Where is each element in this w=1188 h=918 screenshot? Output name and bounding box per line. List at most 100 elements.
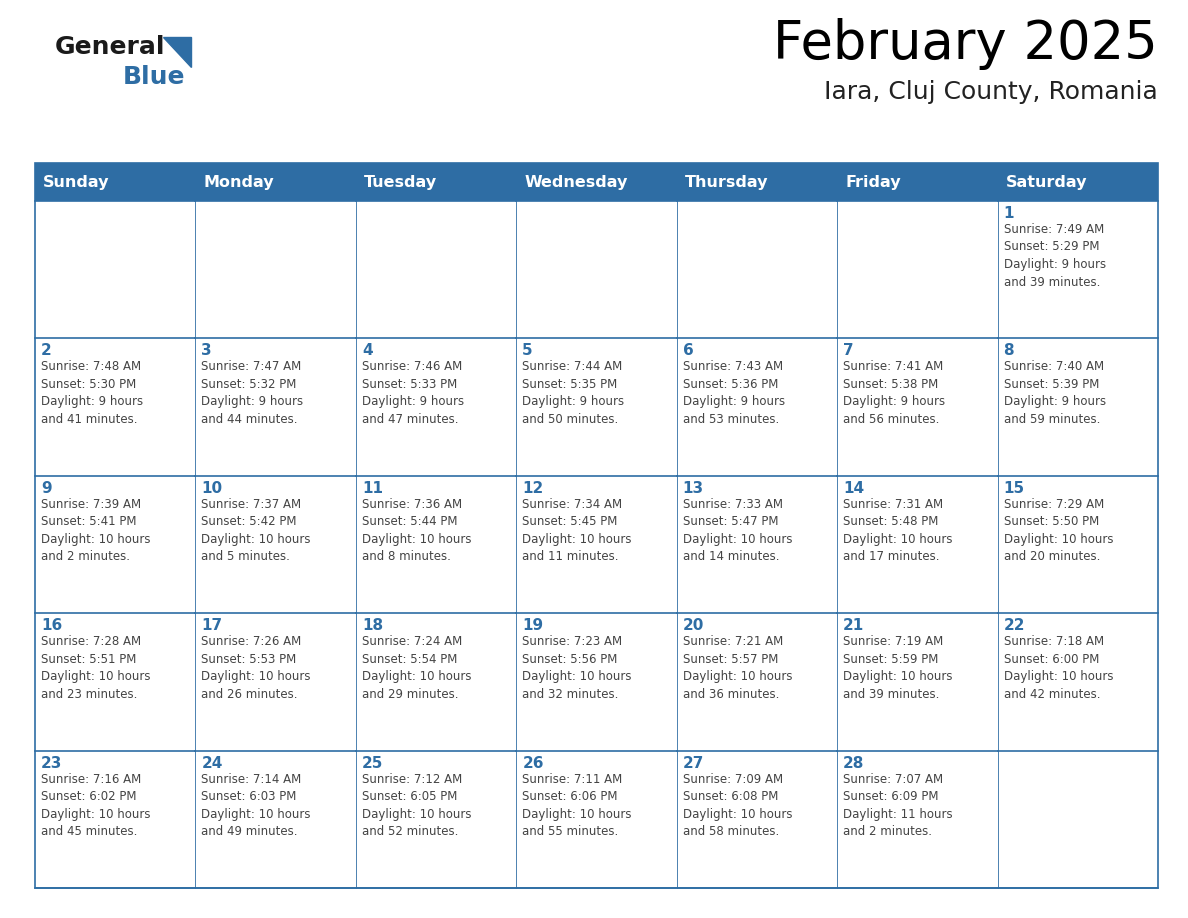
Text: 27: 27: [683, 756, 704, 770]
Text: Sunrise: 7:23 AM
Sunset: 5:56 PM
Daylight: 10 hours
and 32 minutes.: Sunrise: 7:23 AM Sunset: 5:56 PM Dayligh…: [523, 635, 632, 700]
Bar: [998, 201, 1158, 339]
Text: Sunrise: 7:24 AM
Sunset: 5:54 PM
Daylight: 10 hours
and 29 minutes.: Sunrise: 7:24 AM Sunset: 5:54 PM Dayligh…: [362, 635, 472, 700]
Bar: [517, 201, 677, 339]
Text: Sunrise: 7:16 AM
Sunset: 6:02 PM
Daylight: 10 hours
and 45 minutes.: Sunrise: 7:16 AM Sunset: 6:02 PM Dayligh…: [42, 773, 151, 838]
Text: 24: 24: [202, 756, 223, 770]
Bar: [517, 613, 677, 751]
Text: 14: 14: [843, 481, 864, 496]
Text: 20: 20: [683, 618, 704, 633]
Text: Sunrise: 7:46 AM
Sunset: 5:33 PM
Daylight: 9 hours
and 47 minutes.: Sunrise: 7:46 AM Sunset: 5:33 PM Dayligh…: [362, 361, 465, 426]
Text: Sunrise: 7:41 AM
Sunset: 5:38 PM
Daylight: 9 hours
and 56 minutes.: Sunrise: 7:41 AM Sunset: 5:38 PM Dayligh…: [843, 361, 946, 426]
Text: Sunrise: 7:33 AM
Sunset: 5:47 PM
Daylight: 10 hours
and 14 minutes.: Sunrise: 7:33 AM Sunset: 5:47 PM Dayligh…: [683, 498, 792, 564]
Bar: [838, 201, 998, 339]
Bar: [356, 163, 517, 201]
Text: Wednesday: Wednesday: [524, 174, 627, 189]
Text: 2: 2: [42, 343, 52, 358]
Text: Sunrise: 7:07 AM
Sunset: 6:09 PM
Daylight: 11 hours
and 2 minutes.: Sunrise: 7:07 AM Sunset: 6:09 PM Dayligh…: [843, 773, 953, 838]
Text: 12: 12: [523, 481, 544, 496]
Text: Sunrise: 7:40 AM
Sunset: 5:39 PM
Daylight: 9 hours
and 59 minutes.: Sunrise: 7:40 AM Sunset: 5:39 PM Dayligh…: [1004, 361, 1106, 426]
Bar: [838, 613, 998, 751]
Bar: [356, 339, 517, 476]
Text: Sunrise: 7:43 AM
Sunset: 5:36 PM
Daylight: 9 hours
and 53 minutes.: Sunrise: 7:43 AM Sunset: 5:36 PM Dayligh…: [683, 361, 785, 426]
Bar: [356, 613, 517, 751]
Text: Sunrise: 7:18 AM
Sunset: 6:00 PM
Daylight: 10 hours
and 42 minutes.: Sunrise: 7:18 AM Sunset: 6:00 PM Dayligh…: [1004, 635, 1113, 700]
Text: Blue: Blue: [124, 65, 185, 89]
Text: Sunrise: 7:37 AM
Sunset: 5:42 PM
Daylight: 10 hours
and 5 minutes.: Sunrise: 7:37 AM Sunset: 5:42 PM Dayligh…: [202, 498, 311, 564]
Text: Sunrise: 7:19 AM
Sunset: 5:59 PM
Daylight: 10 hours
and 39 minutes.: Sunrise: 7:19 AM Sunset: 5:59 PM Dayligh…: [843, 635, 953, 700]
Bar: [838, 163, 998, 201]
Text: Sunrise: 7:39 AM
Sunset: 5:41 PM
Daylight: 10 hours
and 2 minutes.: Sunrise: 7:39 AM Sunset: 5:41 PM Dayligh…: [42, 498, 151, 564]
Text: Iara, Cluj County, Romania: Iara, Cluj County, Romania: [824, 80, 1158, 104]
Bar: [998, 751, 1158, 888]
Bar: [517, 751, 677, 888]
Text: 1: 1: [1004, 206, 1015, 221]
Text: Sunrise: 7:28 AM
Sunset: 5:51 PM
Daylight: 10 hours
and 23 minutes.: Sunrise: 7:28 AM Sunset: 5:51 PM Dayligh…: [42, 635, 151, 700]
Bar: [34, 163, 1158, 888]
Bar: [517, 339, 677, 476]
Bar: [196, 751, 356, 888]
Text: 22: 22: [1004, 618, 1025, 633]
Text: 4: 4: [362, 343, 373, 358]
Text: 8: 8: [1004, 343, 1015, 358]
Bar: [998, 339, 1158, 476]
Polygon shape: [163, 37, 191, 67]
Bar: [677, 613, 838, 751]
Text: 21: 21: [843, 618, 865, 633]
Bar: [998, 163, 1158, 201]
Bar: [356, 476, 517, 613]
Bar: [677, 163, 838, 201]
Text: Monday: Monday: [203, 174, 274, 189]
Bar: [196, 339, 356, 476]
Bar: [34, 201, 196, 339]
Text: 7: 7: [843, 343, 854, 358]
Text: Sunrise: 7:44 AM
Sunset: 5:35 PM
Daylight: 9 hours
and 50 minutes.: Sunrise: 7:44 AM Sunset: 5:35 PM Dayligh…: [523, 361, 625, 426]
Text: Thursday: Thursday: [684, 174, 769, 189]
Text: Sunrise: 7:14 AM
Sunset: 6:03 PM
Daylight: 10 hours
and 49 minutes.: Sunrise: 7:14 AM Sunset: 6:03 PM Dayligh…: [202, 773, 311, 838]
Text: Friday: Friday: [845, 174, 901, 189]
Bar: [34, 613, 196, 751]
Text: 18: 18: [362, 618, 383, 633]
Text: 23: 23: [42, 756, 63, 770]
Bar: [34, 163, 196, 201]
Text: Sunrise: 7:34 AM
Sunset: 5:45 PM
Daylight: 10 hours
and 11 minutes.: Sunrise: 7:34 AM Sunset: 5:45 PM Dayligh…: [523, 498, 632, 564]
Text: Sunrise: 7:47 AM
Sunset: 5:32 PM
Daylight: 9 hours
and 44 minutes.: Sunrise: 7:47 AM Sunset: 5:32 PM Dayligh…: [202, 361, 304, 426]
Text: Sunrise: 7:12 AM
Sunset: 6:05 PM
Daylight: 10 hours
and 52 minutes.: Sunrise: 7:12 AM Sunset: 6:05 PM Dayligh…: [362, 773, 472, 838]
Bar: [196, 201, 356, 339]
Bar: [34, 751, 196, 888]
Text: February 2025: February 2025: [773, 18, 1158, 70]
Bar: [34, 476, 196, 613]
Text: 26: 26: [523, 756, 544, 770]
Bar: [517, 163, 677, 201]
Bar: [838, 339, 998, 476]
Bar: [838, 476, 998, 613]
Text: 15: 15: [1004, 481, 1025, 496]
Text: 19: 19: [523, 618, 543, 633]
Bar: [196, 613, 356, 751]
Text: Sunrise: 7:31 AM
Sunset: 5:48 PM
Daylight: 10 hours
and 17 minutes.: Sunrise: 7:31 AM Sunset: 5:48 PM Dayligh…: [843, 498, 953, 564]
Bar: [34, 339, 196, 476]
Text: Sunrise: 7:29 AM
Sunset: 5:50 PM
Daylight: 10 hours
and 20 minutes.: Sunrise: 7:29 AM Sunset: 5:50 PM Dayligh…: [1004, 498, 1113, 564]
Text: Sunrise: 7:26 AM
Sunset: 5:53 PM
Daylight: 10 hours
and 26 minutes.: Sunrise: 7:26 AM Sunset: 5:53 PM Dayligh…: [202, 635, 311, 700]
Text: 25: 25: [362, 756, 384, 770]
Text: 17: 17: [202, 618, 222, 633]
Text: 9: 9: [42, 481, 51, 496]
Bar: [356, 751, 517, 888]
Bar: [998, 613, 1158, 751]
Text: Tuesday: Tuesday: [364, 174, 437, 189]
Bar: [677, 339, 838, 476]
Text: Sunrise: 7:09 AM
Sunset: 6:08 PM
Daylight: 10 hours
and 58 minutes.: Sunrise: 7:09 AM Sunset: 6:08 PM Dayligh…: [683, 773, 792, 838]
Bar: [677, 201, 838, 339]
Text: Sunrise: 7:11 AM
Sunset: 6:06 PM
Daylight: 10 hours
and 55 minutes.: Sunrise: 7:11 AM Sunset: 6:06 PM Dayligh…: [523, 773, 632, 838]
Text: 13: 13: [683, 481, 703, 496]
Text: Sunrise: 7:21 AM
Sunset: 5:57 PM
Daylight: 10 hours
and 36 minutes.: Sunrise: 7:21 AM Sunset: 5:57 PM Dayligh…: [683, 635, 792, 700]
Text: Sunrise: 7:36 AM
Sunset: 5:44 PM
Daylight: 10 hours
and 8 minutes.: Sunrise: 7:36 AM Sunset: 5:44 PM Dayligh…: [362, 498, 472, 564]
Bar: [677, 751, 838, 888]
Bar: [356, 201, 517, 339]
Bar: [998, 476, 1158, 613]
Text: General: General: [55, 35, 165, 59]
Text: 10: 10: [202, 481, 222, 496]
Text: Saturday: Saturday: [1005, 174, 1087, 189]
Bar: [838, 751, 998, 888]
Text: Sunday: Sunday: [43, 174, 109, 189]
Bar: [196, 163, 356, 201]
